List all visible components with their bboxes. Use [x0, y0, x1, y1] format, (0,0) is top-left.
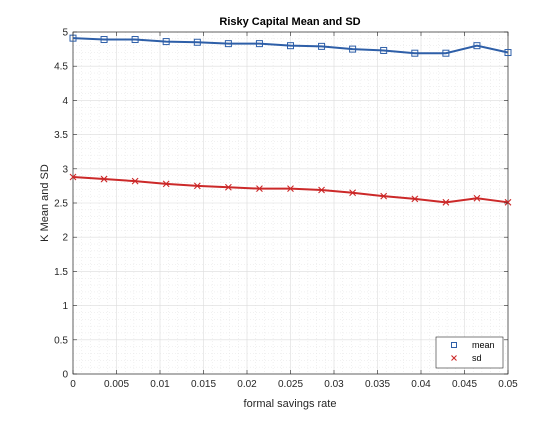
legend-marker-mean — [451, 342, 457, 348]
data-point-sd-stroke — [193, 182, 201, 190]
x-tick-label: 0.015 — [191, 379, 216, 390]
x-tick-label: 0.03 — [324, 379, 344, 390]
data-point-sd — [69, 173, 77, 181]
x-tick-label: 0.02 — [237, 379, 257, 390]
y-axis-label: K Mean and SD — [39, 164, 51, 242]
y-tick-label: 4.5 — [54, 62, 68, 73]
y-tick-label: 1.5 — [54, 267, 68, 278]
x-tick-label: 0.045 — [452, 379, 477, 390]
data-point-mean — [349, 45, 357, 53]
x-tick-label: 0.035 — [365, 379, 390, 390]
data-point-sd — [287, 185, 294, 193]
data-point-sd — [349, 189, 357, 197]
data-point-sd-stroke — [131, 177, 139, 185]
data-point-sd — [504, 198, 512, 206]
data-point-mean — [255, 40, 263, 48]
data-point-sd-stroke — [69, 173, 77, 181]
data-point-sd-stroke — [287, 185, 294, 193]
data-point-sd-stroke — [256, 185, 263, 193]
grid-layer — [72, 31, 509, 375]
data-point-sd-stroke — [504, 198, 512, 206]
legend-marker-stroke — [451, 355, 457, 361]
data-point-sd — [442, 198, 450, 206]
data-point-mean — [504, 49, 512, 57]
legend-marker-sd — [451, 355, 457, 361]
y-tick-label: 3 — [62, 164, 68, 175]
data-point-sd — [224, 183, 232, 191]
data-point-mean — [442, 49, 450, 57]
y-tick-label: 5 — [62, 28, 68, 39]
data-point-mean — [473, 42, 481, 50]
x-tick-label: 0.01 — [150, 379, 170, 390]
x-tick-label: 0.005 — [104, 379, 129, 390]
data-point-sd-stroke — [318, 186, 325, 194]
data-point-sd — [411, 195, 419, 203]
y-tick-label: 4 — [62, 96, 68, 107]
data-point-sd-stroke — [442, 198, 450, 206]
data-point-mean — [100, 36, 108, 44]
data-point-sd-stroke — [411, 195, 419, 203]
data-point-sd-stroke — [162, 180, 170, 188]
data-point-sd-stroke — [473, 194, 481, 202]
legend-label-mean: mean — [472, 340, 495, 350]
legend: mean sd — [435, 336, 504, 369]
y-tick-label: 0 — [62, 370, 68, 381]
data-point-sd-stroke — [224, 183, 232, 191]
data-point-mean — [318, 42, 326, 50]
ticks-layer: 0 0.005 0.01 0.015 0.02 0.025 0.03 0.035 0.04 0.0… — [54, 28, 518, 391]
chart-title: Risky Capital Mean and SD — [219, 16, 360, 28]
x-tick-label: 0.04 — [411, 379, 431, 390]
legend-label-sd: sd — [472, 353, 482, 363]
data-point-mean — [162, 38, 170, 46]
y-tick-label: 3.5 — [54, 130, 68, 141]
x-tick-label: 0.05 — [498, 379, 518, 390]
data-point-sd-stroke — [100, 175, 108, 183]
data-point-sd — [473, 194, 481, 202]
x-tick-label: 0.025 — [278, 379, 303, 390]
y-tick-label: 2.5 — [54, 199, 68, 210]
data-point-sd — [318, 186, 325, 194]
data-point-sd — [380, 192, 388, 200]
y-tick-label: 2 — [62, 233, 68, 244]
data-point-mean — [131, 36, 139, 44]
data-point-mean — [380, 46, 388, 54]
data-point-sd — [256, 185, 263, 193]
data-point-sd — [193, 182, 201, 190]
data-point-mean — [287, 42, 294, 50]
data-point-sd — [131, 177, 139, 185]
x-axis-label: formal savings rate — [244, 398, 337, 410]
data-point-mean — [411, 49, 419, 57]
x-tick-label: 0 — [70, 379, 76, 390]
series-line-mean — [72, 37, 509, 55]
data-point-sd-stroke — [349, 189, 357, 197]
legend-entries: mean sd — [451, 340, 495, 363]
y-tick-label: 1 — [62, 301, 68, 312]
data-point-sd-stroke — [380, 192, 388, 200]
data-point-sd — [100, 175, 108, 183]
legend-box — [435, 336, 504, 369]
data-point-mean — [193, 38, 201, 46]
data-point-sd — [162, 180, 170, 188]
series-layer — [69, 34, 512, 206]
y-tick-label: 0.5 — [54, 335, 68, 346]
data-point-mean — [224, 40, 232, 48]
